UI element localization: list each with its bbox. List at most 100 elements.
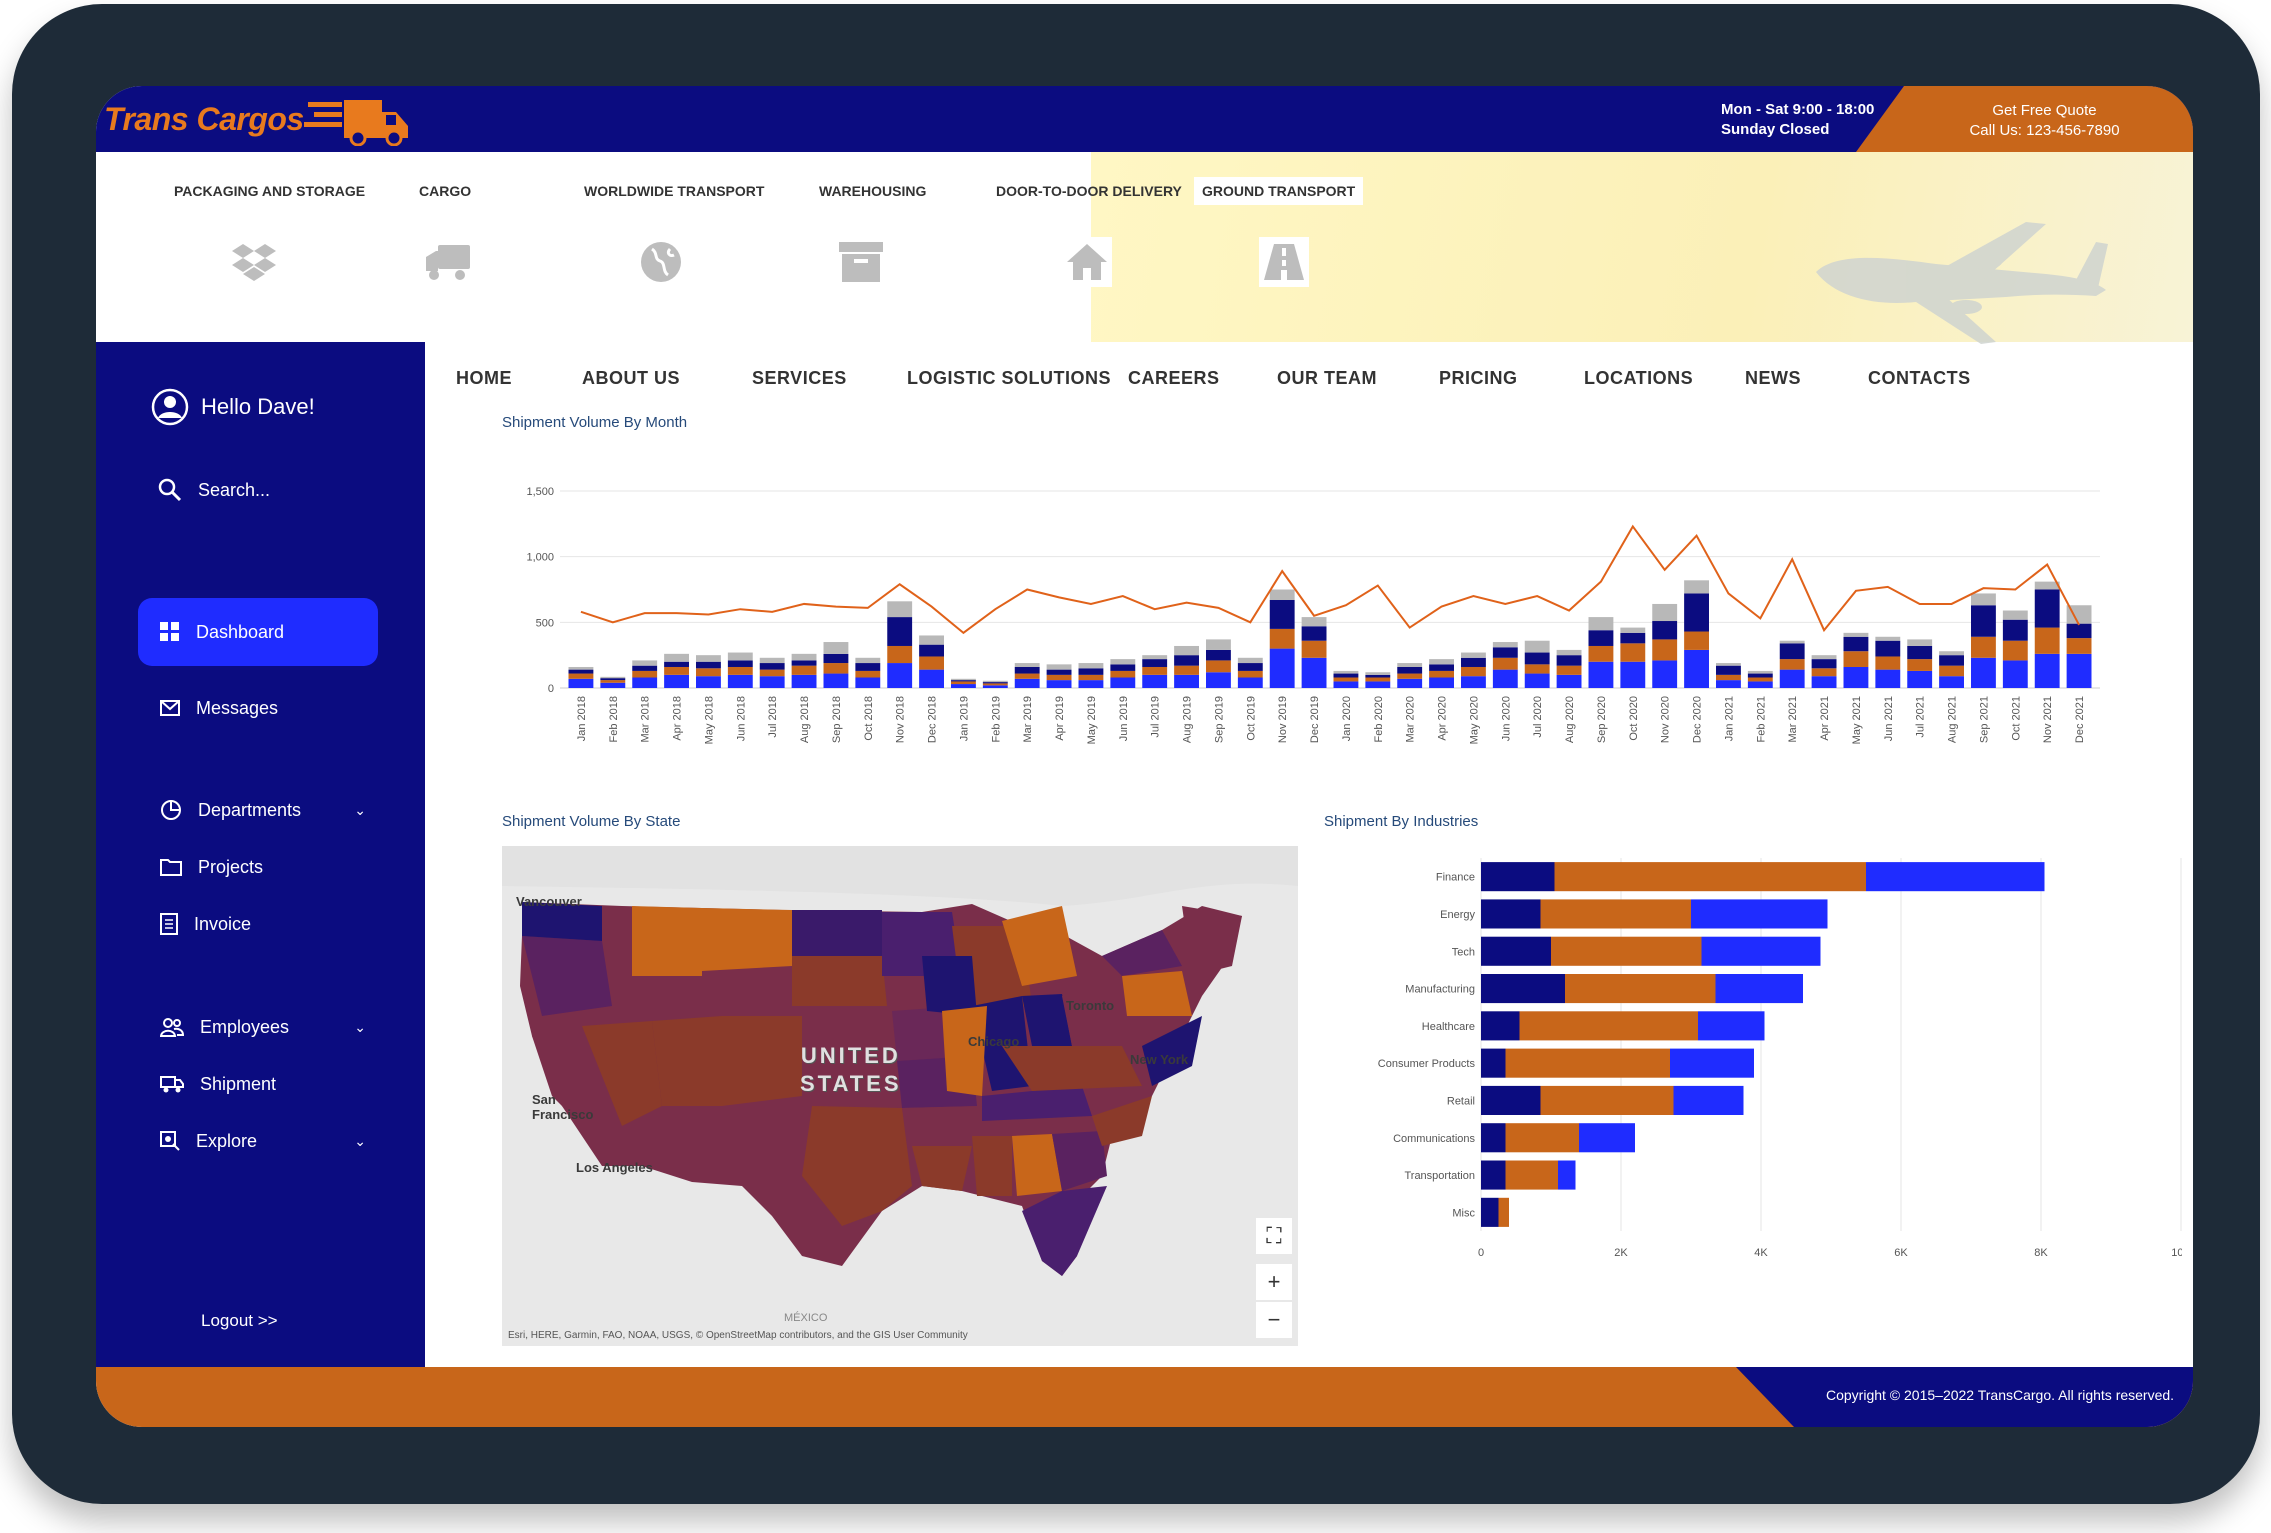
bar-segment [1333,673,1359,678]
city-label: Chicago [968,1034,1020,1049]
bar-segment [1716,674,1741,681]
bar-segment [887,601,913,618]
bar-segment [1939,676,1964,688]
bar-segment [1907,659,1933,671]
sidebar-item-explore[interactable]: Explore ⌄ [138,1107,378,1175]
bar-segment [2002,610,2028,620]
bar-segment [632,660,658,666]
service-worldwide[interactable]: WORLDWIDE TRANSPORT [584,183,765,199]
monthly-volume-chart: 0 500 1,000 1,500 Jan 2018 Feb 2018 Mar 2018 Ap… [526,486,2100,744]
truck-icon[interactable] [423,237,473,287]
quote-phone: Call Us: 123-456-7890 [1969,122,2120,139]
x-tick-label: Jun 2021 [1883,696,1895,741]
sidebar-search[interactable]: Search... [158,478,270,502]
service-warehousing[interactable]: WAREHOUSING [819,183,927,199]
bar-segment [1301,617,1327,627]
search-input[interactable]: Search... [198,479,271,500]
service-ground-transport[interactable]: GROUND TRANSPORT [1194,177,1364,205]
menu-home[interactable]: HOME [456,368,512,388]
service-packaging[interactable]: PACKAGING AND STORAGE [174,183,366,199]
bar-segment [1269,628,1295,649]
globe-icon[interactable] [636,237,686,287]
bar-segment [1481,936,1551,966]
bar-segment [1540,899,1691,929]
bar-segment [1481,1048,1506,1078]
pie-icon [161,800,181,820]
dropbox-icon[interactable] [229,237,279,287]
y-tick-label: Transportation [1404,1170,1475,1182]
bar-segment [1429,670,1454,678]
sidebar-item-dashboard[interactable]: Dashboard [138,598,378,666]
menu-pricing[interactable]: PRICING [1439,368,1518,388]
service-door-to-door[interactable]: DOOR-TO-DOOR DELIVERY [996,183,1182,199]
bar-segment [2066,653,2092,688]
hours-weekdays: Mon - Sat 9:00 - 18:00 [1721,101,1875,118]
bar-segment [1174,655,1199,666]
bar-segment [1142,659,1168,667]
city-label: San Francisco [532,1092,594,1122]
archive-icon[interactable] [836,237,886,287]
zoom-out-button[interactable]: − [1256,1302,1292,1338]
menu-services[interactable]: SERVICES [752,368,847,388]
sidebar-item-projects[interactable]: Projects [138,833,378,901]
bar-segment [1078,668,1104,675]
home-icon[interactable] [1062,237,1112,287]
bar-segment [1461,666,1486,677]
menu-careers[interactable]: CAREERS [1128,368,1220,388]
bar-segment [1237,657,1263,664]
bar-segment [1481,1123,1506,1153]
x-tick-label: Oct 2020 [1628,696,1640,741]
sidebar-item-shipment[interactable]: Shipment [138,1050,378,1118]
bar-segment [1939,651,1964,656]
menu-our-team[interactable]: OUR TEAM [1277,368,1377,388]
bar-segment [1365,672,1391,675]
logout-link[interactable]: Logout >> [201,1311,278,1330]
quote-label: Get Free Quote [1992,102,2097,119]
x-tick-label: Dec 2019 [1309,696,1321,743]
bar-segment [1684,580,1709,594]
x-tick-label: 8K [2034,1247,2048,1259]
menu-logistic-solutions[interactable]: LOGISTIC SOLUTIONS [907,368,1112,388]
bar-segment [1429,659,1454,665]
zoom-in-button[interactable]: + [1256,1264,1292,1300]
road-icon[interactable] [1259,237,1309,287]
bar-segment [1652,603,1678,622]
x-tick-label: Mar 2018 [640,696,652,742]
bar-segment [1206,649,1231,661]
free-quote-button[interactable]: Get Free Quote Call Us: 123-456-7890 [1856,86,2193,152]
bar-segment [1492,669,1518,688]
bar-segment [1046,664,1072,670]
service-cargo[interactable]: CARGO [419,183,472,199]
chevron-down-icon[interactable]: ⌄ [354,1018,366,1035]
bar-segment [982,682,1008,684]
x-tick-label: Nov 2020 [1660,696,1672,743]
menu-news[interactable]: NEWS [1745,368,1801,388]
industries-chart: 0 2K 4K 6K 8K 10K Finance Energy Tech Manufacturi… [1378,858,2182,1259]
bar-segment [1269,589,1295,601]
bar-segment [1939,665,1964,677]
chevron-down-icon[interactable]: ⌄ [354,1132,366,1149]
fullscreen-button[interactable]: ⛶ [1256,1218,1292,1254]
bar-segment [1540,1085,1674,1115]
sidebar-item-invoice[interactable]: Invoice [138,890,378,958]
bar-segment [1779,643,1805,660]
bar-segment [568,669,594,674]
chevron-down-icon[interactable]: ⌄ [354,801,366,818]
state-volume-map[interactable]: Vancouver Toronto Chicago New York San F… [502,846,1298,1346]
sidebar-item-employees[interactable]: Employees ⌄ [138,993,378,1061]
bar-segment [1174,665,1199,675]
menu-locations[interactable]: LOCATIONS [1584,368,1694,388]
brand-logo[interactable]: Trans Cargos [104,92,414,146]
bar-segment [1301,657,1327,688]
x-tick-label: Jan 2020 [1341,696,1353,741]
menu-contacts[interactable]: CONTACTS [1868,368,1971,388]
bar-segment [1875,636,1901,641]
bar-segment [1206,639,1231,650]
sidebar-item-messages[interactable]: Messages [138,674,378,742]
menu-about-us[interactable]: ABOUT US [582,368,680,388]
bar-segment [727,674,753,688]
bar-segment [2034,589,2060,628]
user-greeting[interactable]: Hello Dave! [151,388,315,426]
sidebar-item-departments[interactable]: Departments ⌄ [138,776,378,844]
bar-segment [887,617,913,646]
